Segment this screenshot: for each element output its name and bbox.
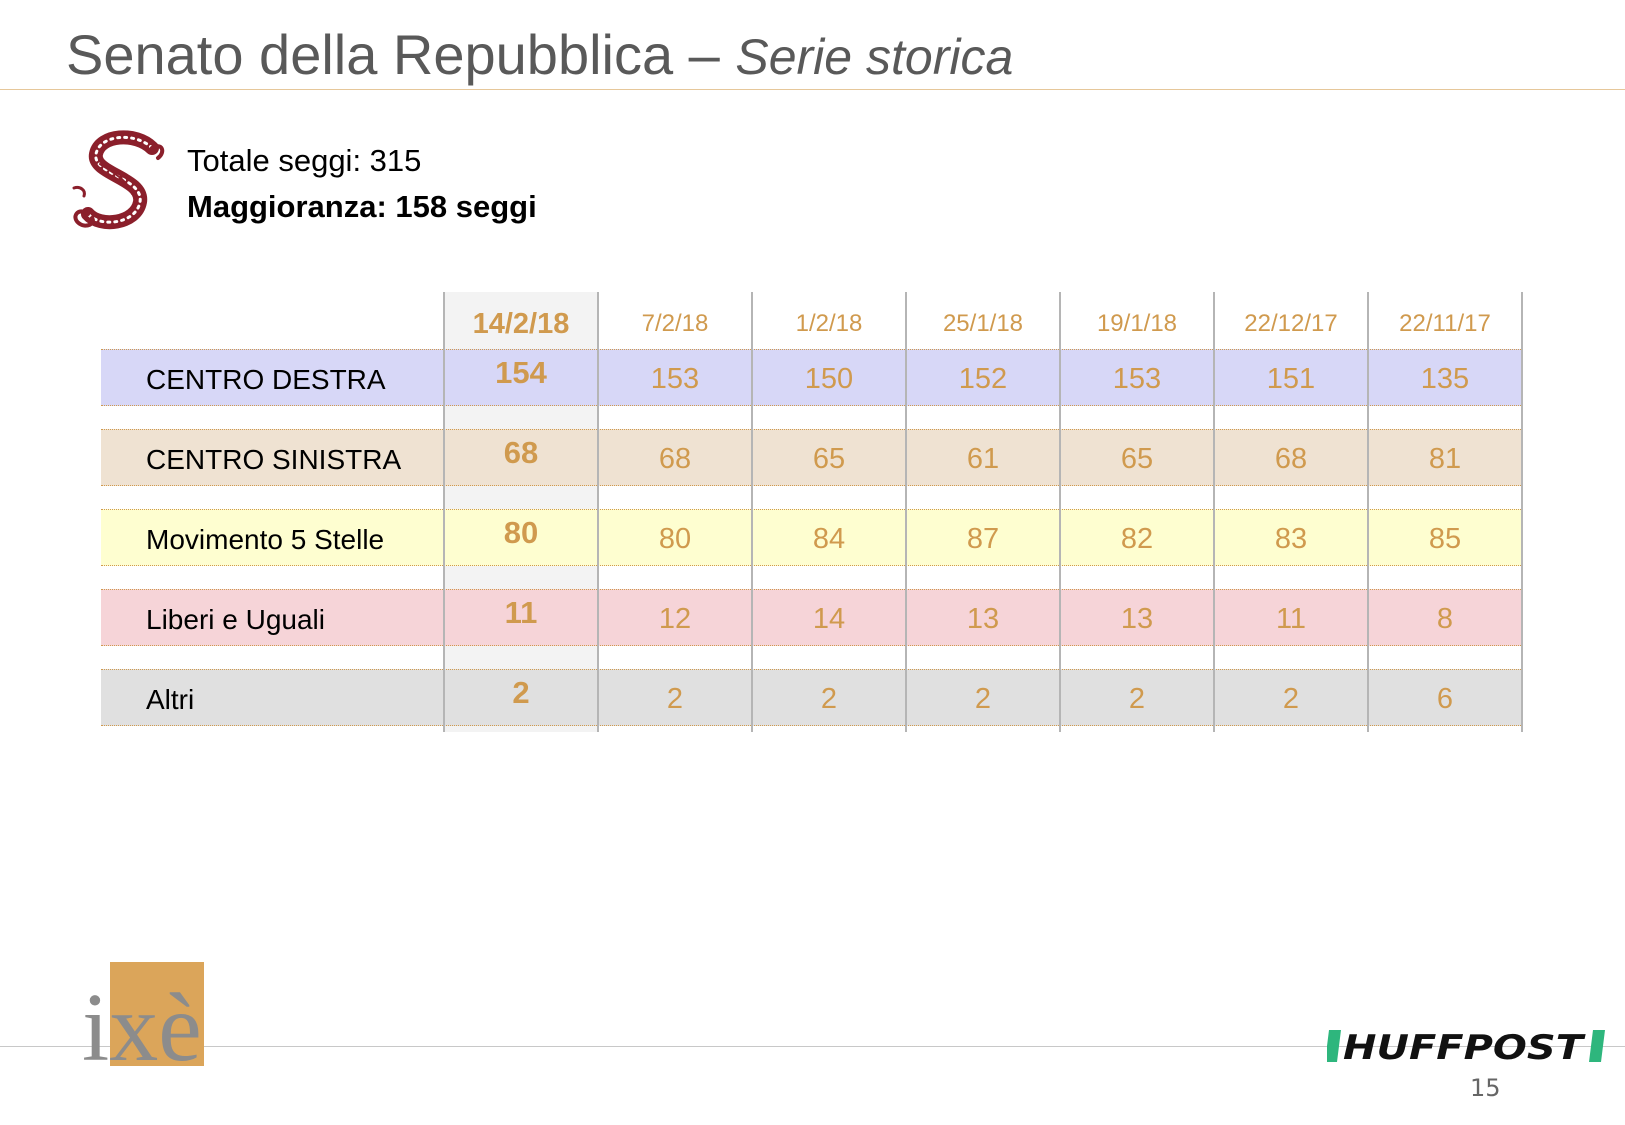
seat-count-cell: 153 — [1112, 363, 1162, 395]
seat-count-cell: 2 — [666, 683, 684, 715]
column-header-date: 1/2/18 — [795, 310, 863, 337]
seat-count-cell: 2 — [512, 675, 530, 710]
huffpost-logo: HUFFPOST — [1327, 1028, 1605, 1064]
seat-count-cell: 68 — [1274, 443, 1308, 475]
column-header-date: 19/1/18 — [1096, 310, 1178, 337]
seat-count-cell: 81 — [1428, 443, 1462, 475]
seat-count-cell: 12 — [658, 603, 692, 635]
seat-count-cell: 11 — [1275, 603, 1307, 635]
ixe-logo-text: ixè — [82, 974, 202, 1068]
table-row — [101, 669, 1521, 726]
seat-count-cell: 68 — [658, 443, 692, 475]
column-separator — [1367, 292, 1369, 732]
seat-count-cell: 135 — [1420, 363, 1470, 395]
column-separator — [443, 292, 445, 732]
column-header-date: 14/2/18 — [472, 308, 570, 340]
seat-count-cell: 2 — [1128, 683, 1146, 715]
title-main: Senato della Repubblica – — [66, 23, 736, 86]
seat-count-cell: 6 — [1436, 683, 1454, 715]
seat-count-cell: 65 — [1120, 443, 1154, 475]
seat-count-cell: 85 — [1428, 523, 1462, 555]
seat-count-cell: 2 — [1282, 683, 1300, 715]
table-row — [101, 349, 1521, 406]
column-header-date: 22/11/17 — [1399, 310, 1491, 337]
column-separator — [1059, 292, 1061, 732]
majority-seats: Maggioranza: 158 seggi — [187, 189, 537, 224]
coalition-label: Liberi e Uguali — [146, 604, 325, 635]
seat-count-cell: 80 — [503, 515, 539, 550]
coalition-label: Altri — [146, 684, 195, 715]
seat-count-cell: 8 — [1436, 603, 1454, 635]
column-separator — [905, 292, 907, 732]
seat-count-cell: 154 — [495, 355, 547, 390]
page-title: Senato della Repubblica – Serie storica — [66, 22, 1013, 87]
seat-count-cell: 2 — [820, 683, 838, 715]
seat-count-cell: 82 — [1120, 523, 1154, 555]
seat-count-cell: 84 — [812, 523, 846, 555]
column-separator — [751, 292, 753, 732]
seat-count-cell: 83 — [1274, 523, 1308, 555]
column-header-date: 25/1/18 — [942, 310, 1024, 337]
seat-count-cell: 87 — [966, 523, 1000, 555]
coalition-label: Movimento 5 Stelle — [146, 524, 385, 555]
seat-count-cell: 2 — [974, 683, 992, 715]
column-header-date: 22/12/17 — [1244, 310, 1338, 337]
seat-info: Totale seggi: 315 Maggioranza: 158 seggi — [187, 138, 537, 230]
huffpost-logo-text: HUFFPOST — [1343, 1028, 1586, 1064]
seat-count-cell: 151 — [1266, 363, 1316, 395]
column-separator — [1521, 292, 1523, 732]
ixe-logo: ixè — [82, 962, 204, 1068]
column-separator — [1213, 292, 1215, 732]
title-subtitle: Serie storica — [735, 29, 1014, 85]
coalition-label: CENTRO DESTRA — [146, 364, 386, 395]
seat-count-cell: 152 — [958, 363, 1008, 395]
footer-divider — [0, 1046, 1625, 1047]
seat-count-cell: 150 — [804, 363, 854, 395]
page-number: 15 — [1470, 1074, 1501, 1102]
seat-count-cell: 11 — [504, 595, 538, 630]
column-separator — [597, 292, 599, 732]
seat-count-cell: 13 — [966, 603, 1000, 635]
seat-count-cell: 14 — [812, 603, 846, 635]
senate-emblem-icon — [72, 130, 165, 229]
seat-count-cell: 80 — [658, 523, 692, 555]
seat-count-cell: 68 — [503, 435, 539, 470]
seat-history-table: 14/2/18 7/2/18 1/2/18 25/1/18 19/1/18 22/12/1… — [101, 292, 1523, 732]
table-row — [101, 589, 1521, 646]
title-divider — [0, 89, 1625, 90]
seat-count-cell: 13 — [1120, 603, 1154, 635]
seat-count-cell: 153 — [650, 363, 700, 395]
seat-count-cell: 61 — [966, 443, 1000, 475]
total-seats: Totale seggi: 315 — [187, 143, 422, 178]
table-row — [101, 429, 1521, 486]
column-header-date: 7/2/18 — [641, 310, 709, 337]
coalition-label: CENTRO SINISTRA — [146, 444, 402, 475]
seat-count-cell: 65 — [812, 443, 846, 475]
table-row — [101, 509, 1521, 566]
